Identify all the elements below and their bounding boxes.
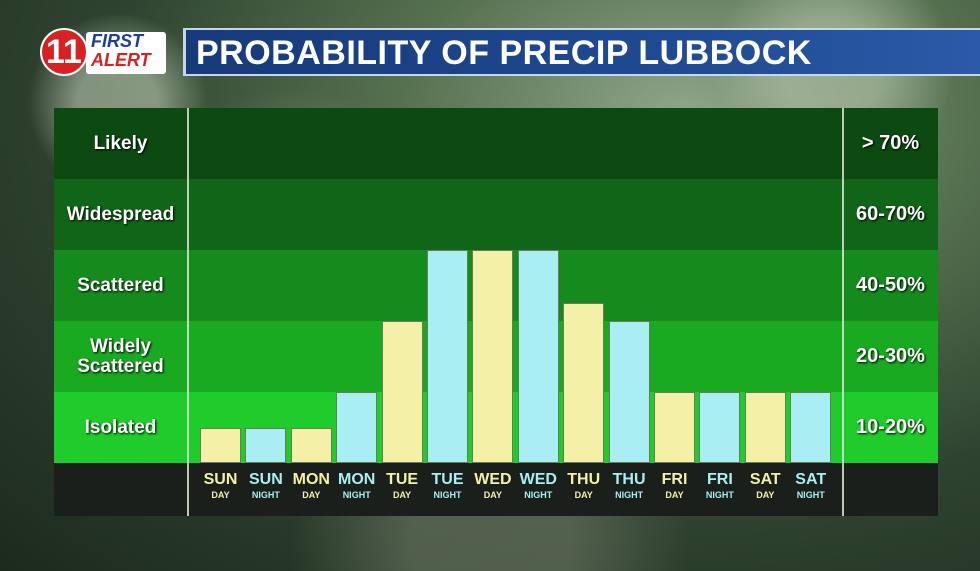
precip-chart: Likely > 70% Widespread 60-70% Scattered 40-5… <box>54 108 938 516</box>
band-label: Widely Scattered <box>77 335 164 377</box>
band-widespread: Widespread 60-70% <box>54 179 938 250</box>
bar-wed-night <box>517 250 559 463</box>
first-alert-logo: 11 FIRST ALERT <box>40 28 170 78</box>
x-tick-day: SAT <box>749 471 781 488</box>
channel-11-icon: 11 <box>40 28 88 76</box>
x-tick-period: DAY <box>302 490 321 500</box>
x-tick-period: NIGHT <box>705 490 734 500</box>
bar-sat-night <box>790 392 832 463</box>
bar-tue-night <box>427 250 468 463</box>
x-tick-period: DAY <box>211 490 230 500</box>
x-tick-period: DAY <box>483 490 502 500</box>
x-tick-day: SUN <box>203 471 238 488</box>
x-tick-period: NIGHT <box>342 490 371 500</box>
x-tick-day: THU <box>612 471 646 488</box>
x-tick-label: FRI DAY <box>652 471 697 501</box>
x-tick-day: TUE <box>431 471 464 488</box>
x-tick-day: TUE <box>386 471 419 488</box>
left-divider <box>187 108 189 516</box>
bar-sun-day <box>200 427 241 463</box>
x-tick-period: DAY <box>756 490 775 500</box>
x-tick-label: SAT DAY <box>743 471 788 501</box>
x-tick-day: FRI <box>661 471 688 488</box>
band-range: 60-70% <box>856 203 925 225</box>
band-label: Scattered <box>77 274 164 296</box>
bar-mon-night <box>336 392 378 463</box>
x-tick-label: TUE NIGHT <box>425 471 470 501</box>
first-alert-wordmark: FIRST ALERT <box>86 32 166 74</box>
x-tick-day: MON <box>292 471 330 488</box>
x-tick-label: FRI NIGHT <box>697 471 742 501</box>
band-label: Isolated <box>84 416 157 438</box>
x-tick-label: MON DAY <box>289 471 334 501</box>
bar-fri-night <box>699 392 741 463</box>
x-tick-label: THU DAY <box>561 471 606 501</box>
title-bar: PROBABILITY OF PRECIP LUBBOCK <box>183 28 980 76</box>
x-tick-period: NIGHT <box>433 490 462 500</box>
band-likely: Likely > 70% <box>54 108 938 179</box>
page-title: PROBABILITY OF PRECIP LUBBOCK <box>196 34 812 72</box>
x-tick-label: MON NIGHT <box>334 471 379 501</box>
right-divider <box>842 108 844 516</box>
band-range: 10-20% <box>856 416 925 438</box>
x-tick-period: DAY <box>393 490 412 500</box>
bar-sat-day <box>744 392 786 463</box>
x-tick-day: SUN <box>249 471 283 488</box>
band-label: Likely <box>93 132 148 154</box>
bar-wed-day <box>472 250 514 463</box>
x-tick-day: THU <box>567 471 601 488</box>
x-tick-label: SUN DAY <box>198 471 243 501</box>
x-tick-period: NIGHT <box>796 490 825 500</box>
x-tick-period: NIGHT <box>251 490 280 500</box>
x-tick-period: NIGHT <box>615 490 644 500</box>
x-tick-period: DAY <box>574 490 593 500</box>
bar-sun-night <box>245 427 287 463</box>
bar-tue-day <box>381 321 423 463</box>
bar-fri-day <box>654 392 695 463</box>
x-tick-period: DAY <box>665 490 684 500</box>
band-range: > 70% <box>861 132 920 154</box>
x-tick-day: SAT <box>795 471 827 488</box>
bar-thu-day <box>563 303 605 463</box>
x-tick-period: NIGHT <box>524 490 553 500</box>
x-tick-label: SAT NIGHT <box>788 471 833 501</box>
x-tick-day: WED <box>474 471 512 488</box>
x-tick-label: WED DAY <box>470 471 515 501</box>
x-tick-day: WED <box>519 471 557 488</box>
x-tick-day: MON <box>338 471 376 488</box>
x-tick-label: THU NIGHT <box>607 471 652 501</box>
x-tick-day: FRI <box>707 471 733 488</box>
band-range: 40-50% <box>856 274 925 296</box>
band-range: 20-30% <box>856 345 925 367</box>
x-tick-label: TUE DAY <box>380 471 425 501</box>
band-label: Widespread <box>66 203 175 225</box>
bar-mon-day <box>290 427 332 463</box>
x-tick-label: WED NIGHT <box>516 471 561 501</box>
x-axis-strip <box>54 463 938 516</box>
bar-thu-night <box>608 321 650 463</box>
x-tick-label: SUN NIGHT <box>243 471 288 501</box>
